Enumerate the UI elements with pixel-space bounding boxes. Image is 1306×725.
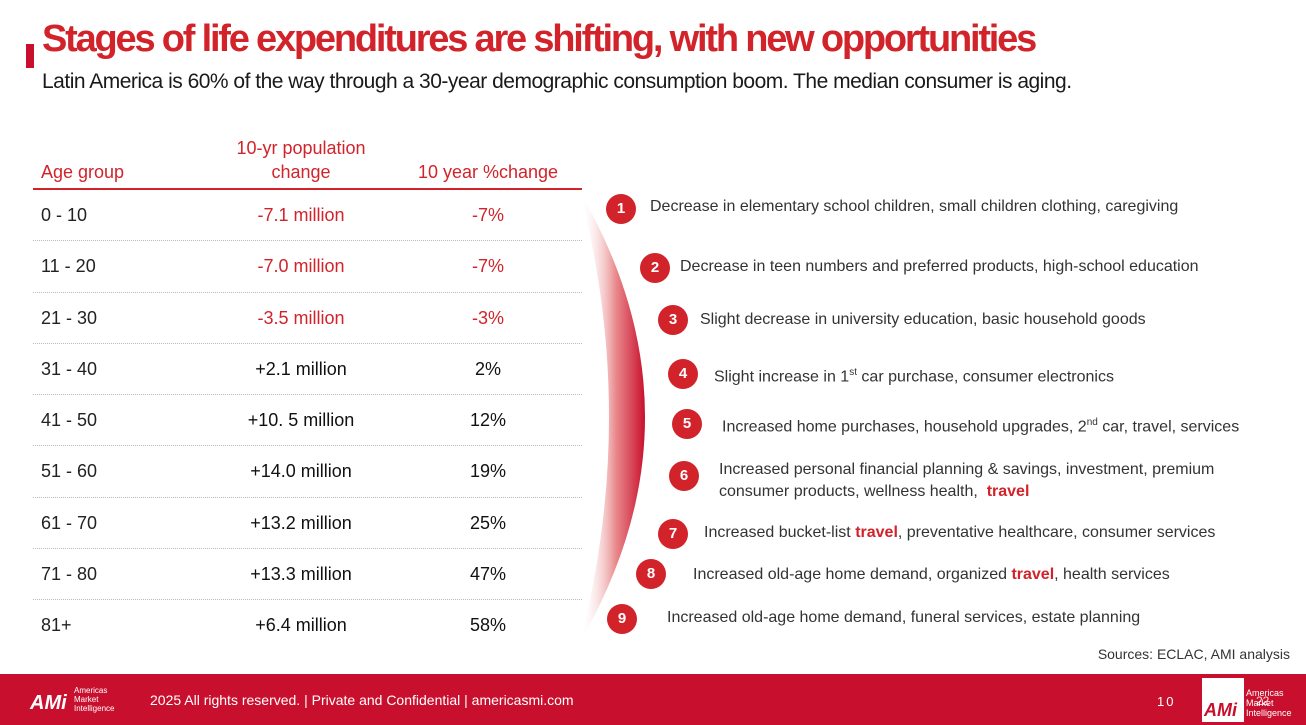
text-part: car, travel, services xyxy=(1097,418,1240,436)
age-cell: 71 - 80 xyxy=(41,564,98,585)
highlight-travel: travel xyxy=(1011,566,1055,583)
page-title: Stages of life expenditures are shifting… xyxy=(42,18,1037,60)
table-row: 11 - 20 -7.0 million -7% xyxy=(33,241,582,293)
text-line: consumer products, wellness health, trav… xyxy=(719,481,1214,503)
step-number-badge: 8 xyxy=(636,559,666,589)
opportunity-text: Increased old-age home demand, funeral s… xyxy=(667,609,1141,626)
age-cell: 41 - 50 xyxy=(41,410,98,431)
age-cell: 21 - 30 xyxy=(41,307,98,328)
population-cell: +6.4 million xyxy=(255,615,347,636)
logo-line: Market xyxy=(1246,698,1274,708)
step-number-badge: 4 xyxy=(668,359,698,389)
highlight-travel: travel xyxy=(855,524,898,541)
age-cell: 0 - 10 xyxy=(41,205,88,225)
text-part: , health services xyxy=(1054,566,1170,583)
table-row: 61 - 70 +13.2 million 25% xyxy=(33,498,582,550)
opportunity-text: Slight increase in 1st car purchase, con… xyxy=(714,362,1114,388)
percent-cell: 58% xyxy=(469,615,507,636)
text-part: Increased old-age home demand, organized xyxy=(693,566,1012,583)
percent-cell: 2% xyxy=(474,358,501,379)
footer-copyright: 2025 All rights reserved. | Private and … xyxy=(150,692,574,708)
table-row: 21 - 30 -3.5 million -3% xyxy=(33,293,582,344)
table-row: 41 - 50 +10. 5 million 12% xyxy=(33,395,582,447)
slide-number: 22 xyxy=(1256,694,1270,708)
ami-logo: AMi xyxy=(30,692,67,714)
population-cell: +13.3 million xyxy=(250,564,352,585)
footer-bar: AMi Americas Market Intelligence 2025 Al… xyxy=(0,674,1306,725)
table-row: 0 - 10 -7.1 million -7% xyxy=(33,190,582,242)
text-part: Increased home purchases, household upgr… xyxy=(722,418,1087,436)
opportunity-text: Decrease in teen numbers and preferred p… xyxy=(680,258,1199,275)
title-accent-bar xyxy=(26,44,34,68)
step-number-badge: 2 xyxy=(640,253,670,283)
ami-logo-subtitle: Americas Market Intelligence xyxy=(74,686,114,713)
percent-cell: -7% xyxy=(471,205,504,225)
logo-line: Americas xyxy=(1246,688,1284,698)
opportunity-text: Decrease in elementary school children, … xyxy=(650,198,1179,215)
superscript: nd xyxy=(1086,417,1098,428)
page-number: 10 xyxy=(1157,694,1176,709)
step-number-badge: 5 xyxy=(672,409,702,439)
logo-line: Market xyxy=(74,695,99,704)
population-cell: -7.1 million xyxy=(257,205,345,225)
opportunity-text: Increased home purchases, household upgr… xyxy=(722,412,1239,438)
population-cell: -7.0 million xyxy=(257,256,345,277)
population-cell: +2.1 million xyxy=(255,358,347,379)
population-cell: +14.0 million xyxy=(250,461,352,482)
step-number-badge: 1 xyxy=(606,194,636,224)
header-population-line1: 10-yr population xyxy=(236,138,366,158)
percent-cell: 47% xyxy=(469,564,507,585)
step-number-badge: 7 xyxy=(658,519,688,549)
header-percent-change: 10 year %change xyxy=(417,162,559,182)
text-line: Increased personal financial planning & … xyxy=(719,461,1215,478)
logo-line: Intelligence xyxy=(1246,708,1292,718)
percent-cell: 19% xyxy=(469,461,507,482)
age-cell: 81+ xyxy=(41,615,72,636)
logo-line: Americas xyxy=(74,686,108,695)
step-number-badge: 3 xyxy=(658,305,688,335)
table-row: 81+ +6.4 million 58% xyxy=(33,600,582,650)
opportunity-text: Increased bucket-list travel, preventati… xyxy=(704,522,1215,544)
population-cell: +13.2 million xyxy=(250,512,352,533)
header-population-line2: change xyxy=(271,162,331,182)
opportunity-text: Increased personal financial planning & … xyxy=(719,459,1214,503)
gradient-arc-decoration xyxy=(580,192,645,642)
text-part: consumer products, wellness health, xyxy=(719,483,978,500)
text-part: Slight increase in 1 xyxy=(714,368,850,386)
superscript: st xyxy=(849,367,857,378)
text-part: , preventative healthcare, consumer serv… xyxy=(897,524,1216,541)
ami-logo-box-subtitle: Americas Market Intelligence xyxy=(1246,688,1292,718)
step-number-badge: 9 xyxy=(607,604,637,634)
population-table: Age group 10-yr population change 10 yea… xyxy=(33,136,582,651)
ami-logo-box: AMi xyxy=(1202,678,1244,722)
percent-cell: -3% xyxy=(471,307,504,328)
age-cell: 31 - 40 xyxy=(41,358,98,379)
age-cell: 61 - 70 xyxy=(41,512,98,533)
table-row: 51 - 60 +14.0 million 19% xyxy=(33,446,582,498)
opportunity-text: Increased old-age home demand, organized… xyxy=(693,564,1170,586)
age-cell: 11 - 20 xyxy=(41,256,96,277)
table-row: 71 - 80 +13.3 million 47% xyxy=(33,549,582,601)
header-population-change: 10-yr population change xyxy=(221,136,381,184)
header-age-group: Age group xyxy=(41,162,125,182)
table-row: 31 - 40 +2.1 million 2% xyxy=(33,344,582,396)
table-header: Age group 10-yr population change 10 yea… xyxy=(33,136,582,190)
page-subtitle: Latin America is 60% of the way through … xyxy=(42,70,1072,93)
step-number-badge: 6 xyxy=(669,461,699,491)
logo-line: Intelligence xyxy=(74,704,115,713)
percent-cell: 12% xyxy=(469,410,507,431)
opportunity-text: Slight decrease in university education,… xyxy=(700,311,1146,328)
text-part: Increased bucket-list xyxy=(704,524,856,541)
percent-cell: 25% xyxy=(469,512,507,533)
text-part: car purchase, consumer electronics xyxy=(856,368,1114,386)
ami-logo-box-text: AMi xyxy=(1204,700,1237,720)
age-cell: 51 - 60 xyxy=(41,461,98,482)
percent-cell: -7% xyxy=(471,256,504,277)
population-cell: -3.5 million xyxy=(257,307,345,328)
population-cell: +10. 5 million xyxy=(247,410,355,431)
sources-note: Sources: ECLAC, AMI analysis xyxy=(1097,646,1290,662)
highlight-travel: travel xyxy=(986,483,1030,500)
